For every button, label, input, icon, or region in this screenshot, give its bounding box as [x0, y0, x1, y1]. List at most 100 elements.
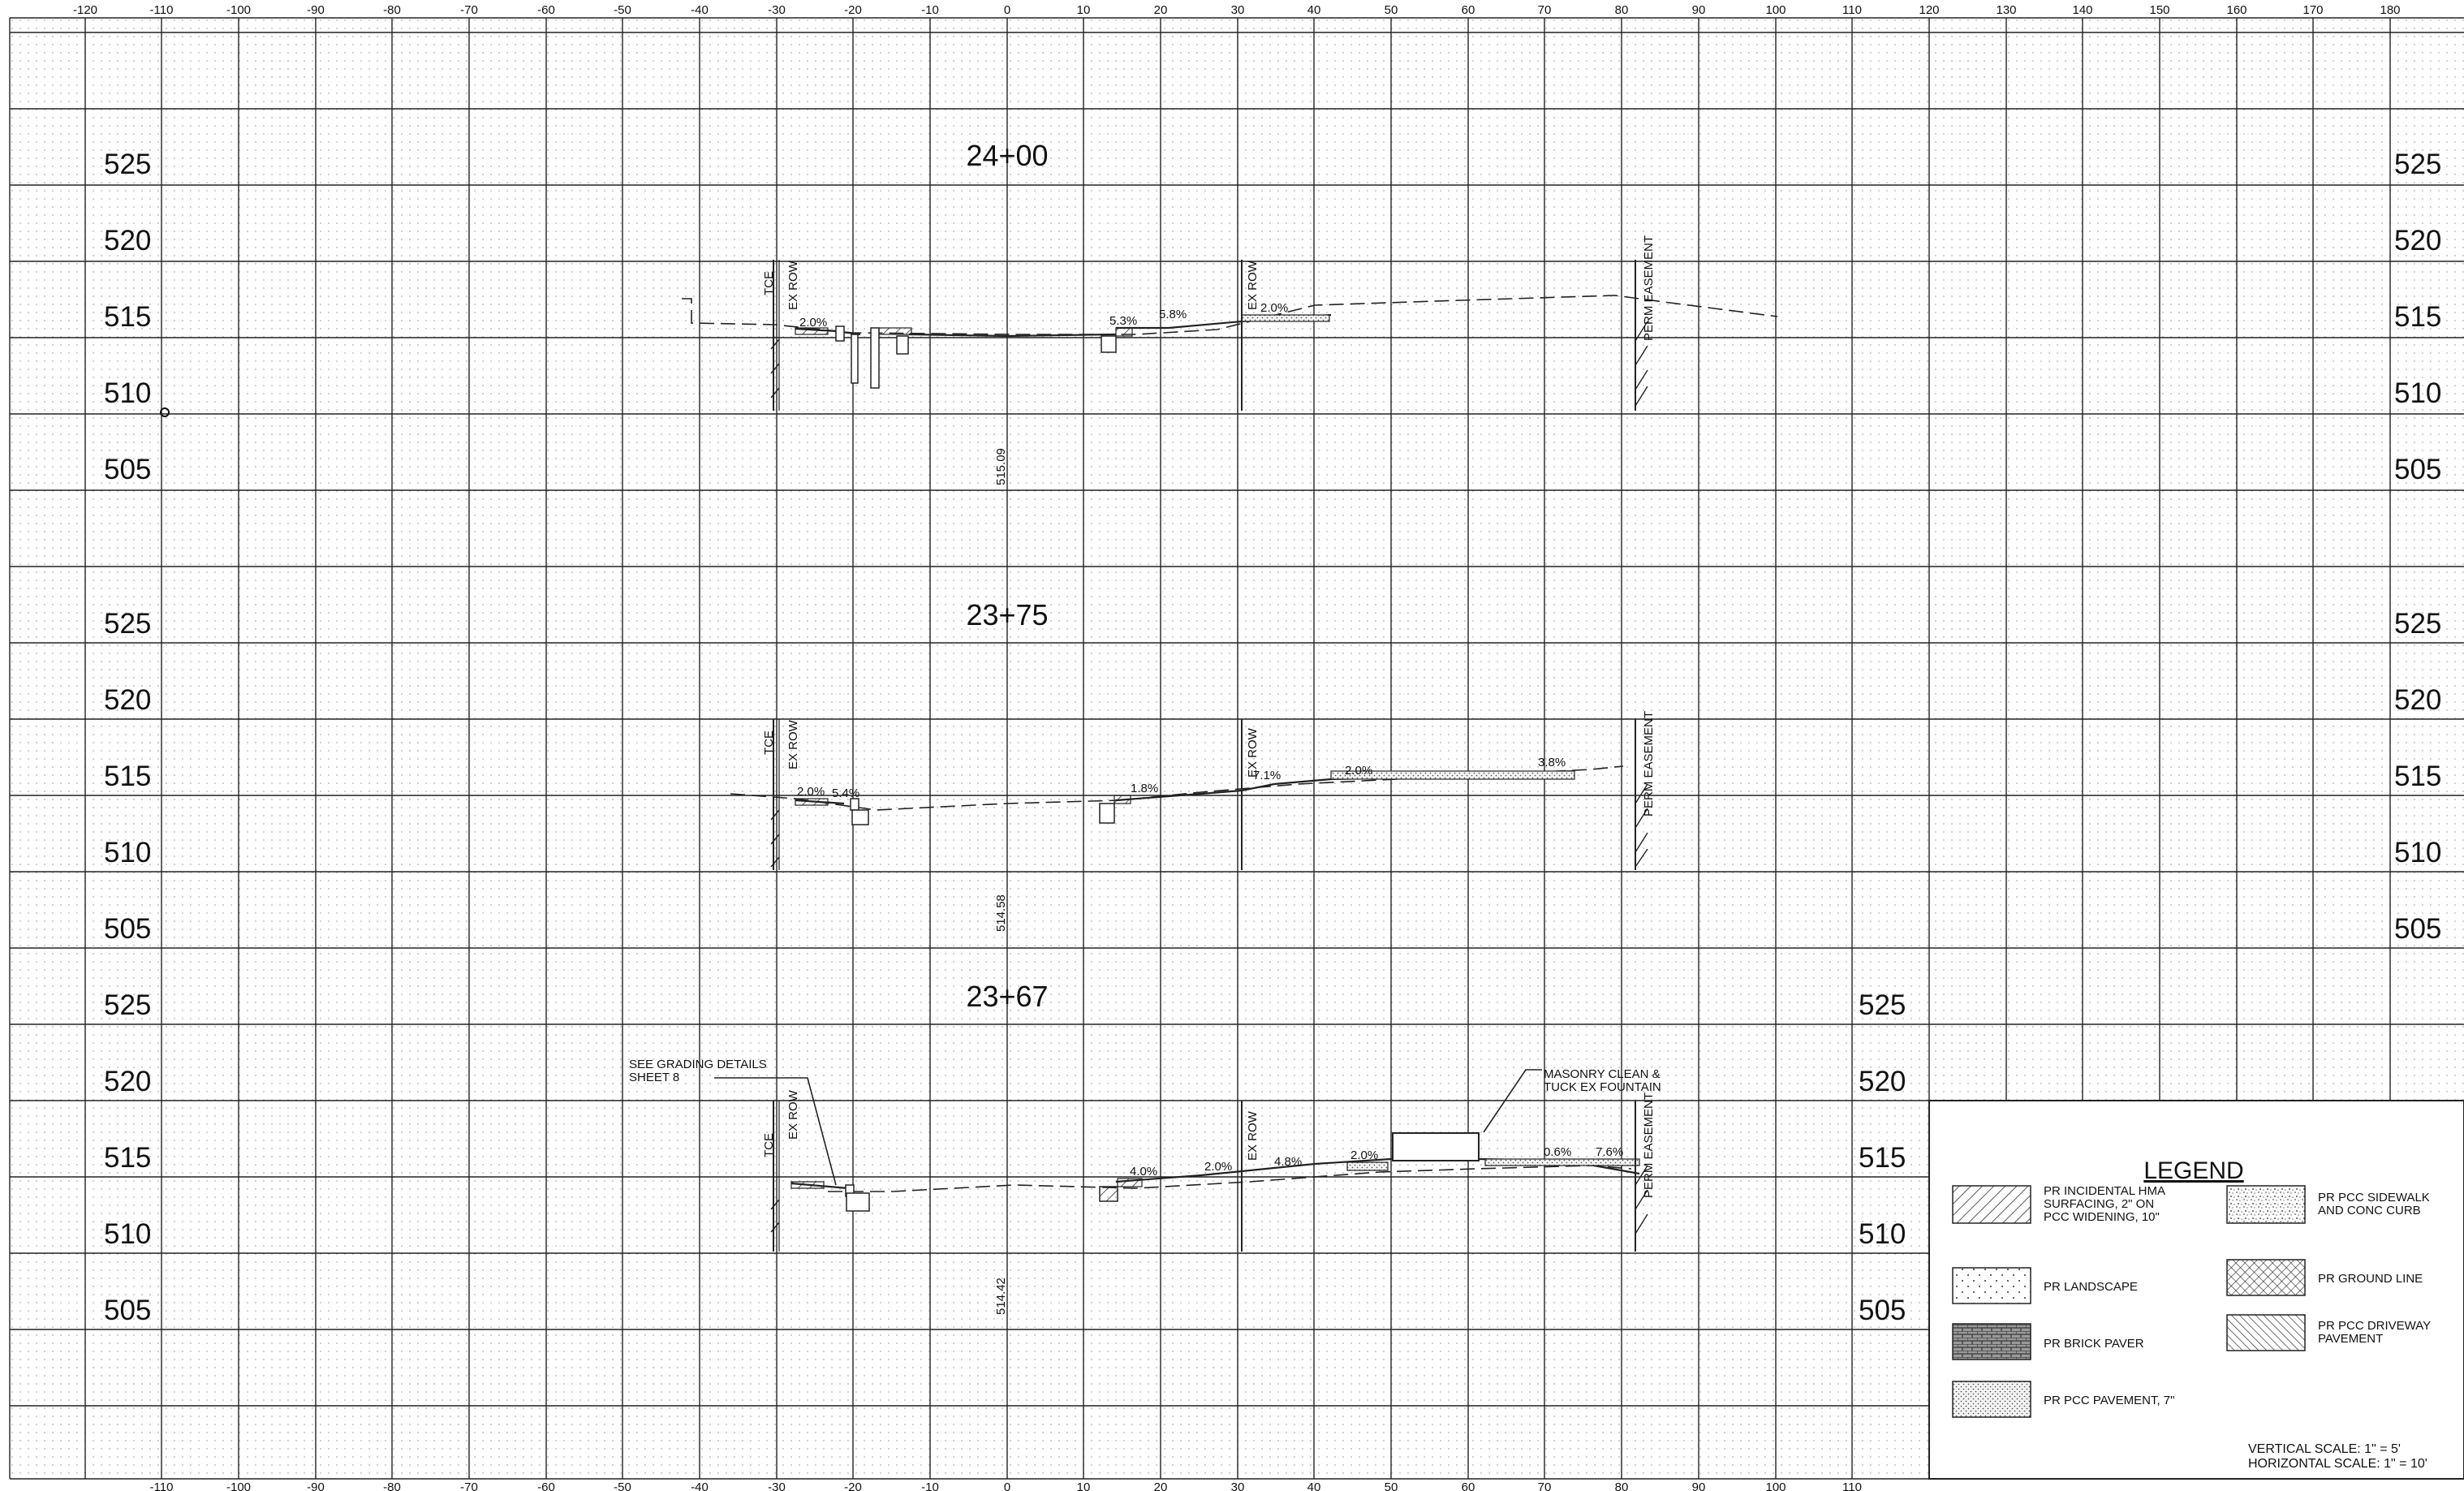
ex-row-label: EX ROW — [1246, 260, 1260, 310]
top-axis-tick: 100 — [1765, 3, 1786, 17]
elevation-label: 515 — [104, 301, 151, 333]
slope-label: 5.8% — [1159, 308, 1187, 321]
curb-box — [1114, 795, 1131, 804]
top-axis-tick: -110 — [150, 3, 174, 17]
top-axis-tick: 180 — [2380, 3, 2400, 17]
bottom-axis-tick: 40 — [1307, 1480, 1321, 1491]
bottom-axis-tick: 0 — [1004, 1480, 1010, 1491]
perm-easement-label: PERM EASEMENT — [1642, 1092, 1656, 1198]
vertical-scale-note: VERTICAL SCALE: 1" = 5' — [2248, 1442, 2401, 1456]
legend-swatch — [2226, 1185, 2306, 1224]
legend-label: PR GROUND LINE — [2318, 1272, 2423, 1286]
bottom-axis-tick: -50 — [614, 1480, 631, 1491]
elevation-label: 525 — [2394, 608, 2441, 640]
elevation-label: 515 — [2394, 301, 2441, 333]
legend-label: PR PCC SIDEWALK — [2318, 1191, 2430, 1204]
slope-label: 3.8% — [1538, 756, 1566, 769]
bottom-axis-tick: 20 — [1154, 1480, 1168, 1491]
top-axis-tick: -80 — [383, 3, 401, 17]
top-axis-tick: 130 — [1996, 3, 2016, 17]
section-24-00: 24+00 525 520 515 510 505 525 520 515 51… — [104, 139, 2441, 485]
elevation-label: 520 — [2394, 225, 2441, 256]
tce-label: TCE — [762, 1133, 776, 1157]
legend-swatch — [1952, 1323, 2031, 1360]
slope-label: 1.8% — [1131, 782, 1158, 795]
curb-box — [851, 334, 859, 384]
slope-label: 2.0% — [799, 316, 827, 330]
slope-label: 2.0% — [1350, 1148, 1378, 1162]
bottom-axis-tick: 100 — [1765, 1480, 1786, 1491]
curb-box — [835, 325, 845, 342]
legend-label: AND CONC CURB — [2318, 1204, 2421, 1217]
top-axis-tick: 20 — [1154, 3, 1168, 17]
elevation-label: 505 — [104, 913, 151, 945]
bottom-axis-tick: 80 — [1615, 1480, 1629, 1491]
slope-label: 4.0% — [1130, 1165, 1157, 1179]
slope-label: 2.0% — [1204, 1160, 1232, 1174]
curb-box — [1099, 1186, 1118, 1202]
centerline-elevation: 514.58 — [994, 894, 1008, 932]
top-axis-tick: -30 — [768, 3, 786, 17]
centerline-elevation: 515.09 — [994, 448, 1008, 485]
masonry-note: TUCK EX FOUNTAIN — [1544, 1080, 1661, 1094]
top-axis-tick: 30 — [1231, 3, 1245, 17]
legend-label: PR PCC DRIVEWAY — [2318, 1319, 2431, 1333]
bottom-axis-tick: 30 — [1231, 1480, 1245, 1491]
legend-swatch — [2226, 1314, 2306, 1351]
top-axis-tick: 90 — [1692, 3, 1706, 17]
fountain-box — [1392, 1132, 1480, 1161]
elevation-label: 510 — [104, 1218, 151, 1250]
sidewalk-fill — [1330, 770, 1575, 780]
top-axis-tick: -20 — [844, 3, 862, 17]
top-axis-tick: 150 — [2149, 3, 2169, 17]
slope-label: 5.4% — [832, 786, 859, 800]
top-axis-tick: -90 — [307, 3, 325, 17]
top-axis-tick: 160 — [2226, 3, 2246, 17]
existing-ground-line — [682, 295, 1778, 335]
pavement-hatch — [795, 327, 829, 335]
bottom-axis-tick: -80 — [383, 1480, 401, 1491]
tce-label: TCE — [762, 271, 776, 295]
legend-swatch — [1952, 1267, 2031, 1304]
top-axis-tick: 40 — [1307, 3, 1321, 17]
elevation-label: 510 — [2394, 837, 2441, 868]
ex-row-label: EX ROW — [1246, 727, 1260, 778]
grading-note: SHEET 8 — [629, 1071, 679, 1084]
tce-label: TCE — [762, 730, 776, 755]
legend-label: PR LANDSCAPE — [2044, 1280, 2138, 1294]
slope-label: 4.8% — [1274, 1155, 1302, 1169]
curb-box — [1099, 803, 1115, 824]
elevation-label: 525 — [2394, 149, 2441, 180]
bottom-axis-tick: 10 — [1077, 1480, 1091, 1491]
top-axis-tick: -100 — [226, 3, 251, 17]
legend-label: PR BRICK PAVER — [2044, 1337, 2144, 1351]
slope-label: 7.1% — [1253, 769, 1281, 782]
legend-swatch — [1952, 1381, 2031, 1418]
centerline-elevation: 514.42 — [994, 1278, 1008, 1315]
grid-origin-marker — [160, 407, 170, 417]
slope-label: 2.0% — [797, 785, 825, 799]
top-axis-tick: -50 — [614, 3, 631, 17]
legend: LEGEND PR INCIDENTAL HMA SURFACING, 2" O… — [1928, 1100, 2464, 1480]
elevation-label: 515 — [1859, 1142, 1906, 1174]
curb-box — [851, 809, 869, 825]
sidewalk-fill — [1484, 1158, 1640, 1166]
station-label: 24+00 — [966, 139, 1048, 172]
ex-row-label: EX ROW — [786, 1089, 800, 1140]
station-label: 23+75 — [966, 598, 1048, 631]
ex-row-label: EX ROW — [786, 260, 800, 310]
elevation-label: 520 — [104, 225, 151, 256]
bottom-axis-tick: -60 — [537, 1480, 555, 1491]
section-23-75: 23+75 525 520 515 510 505 525 520 515 51… — [104, 598, 2441, 945]
perm-easement-label: PERM EASEMENT — [1642, 235, 1656, 341]
elevation-label: 505 — [104, 1295, 151, 1326]
slope-label: 2.0% — [1260, 301, 1288, 315]
bottom-axis-tick: -20 — [844, 1480, 862, 1491]
top-axis-tick: 80 — [1615, 3, 1629, 17]
elevation-label: 505 — [2394, 454, 2441, 485]
top-axis-tick: -40 — [691, 3, 709, 17]
slope-label: 7.6% — [1596, 1145, 1623, 1159]
elevation-label: 520 — [104, 1066, 151, 1097]
elevation-label: 525 — [1859, 989, 1906, 1021]
elevation-label: 520 — [2394, 684, 2441, 716]
